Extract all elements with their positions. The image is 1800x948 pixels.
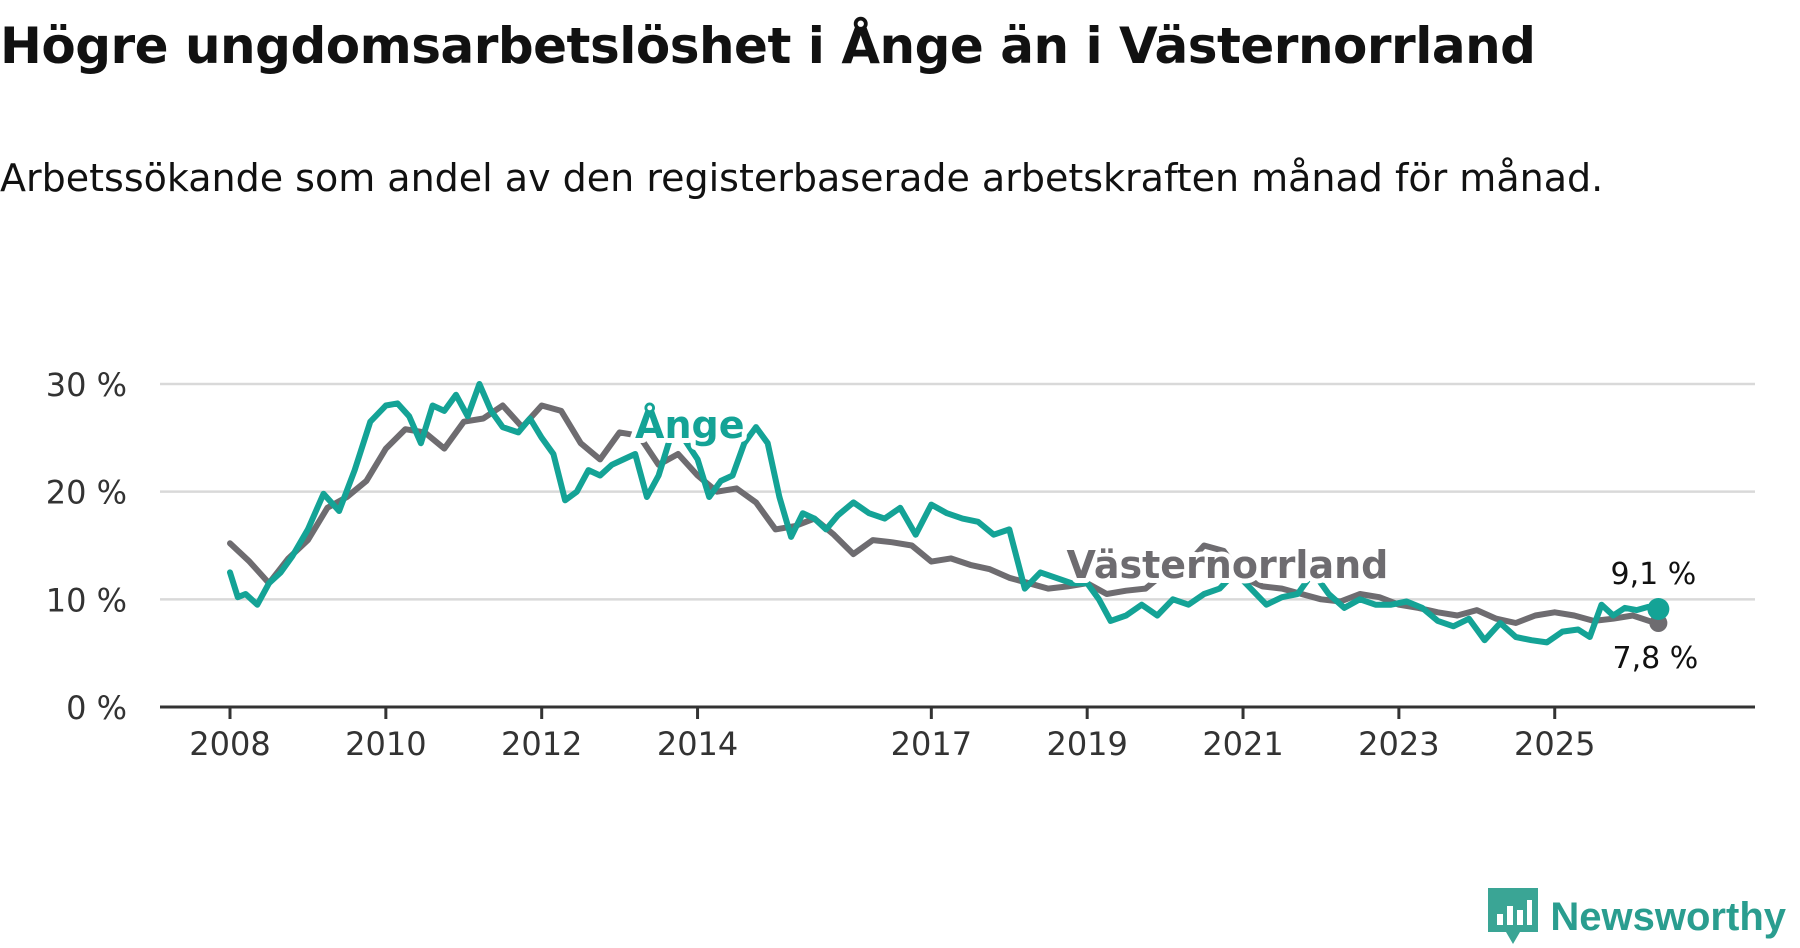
brand-name: Newsworthy [1550,894,1786,939]
y-tick-label: 30 % [46,366,127,404]
series-line-vasternorrland [227,402,1662,626]
x-tick-label: 2008 [189,725,270,763]
x-tick-label: 2012 [501,725,582,763]
ange-series-label: Ånge [635,403,744,447]
chart-title: Högre ungdomsarbetslöshet i Ånge än i Vä… [0,17,1536,75]
y-tick-label: 20 % [46,474,127,512]
newsworthy-brand[interactable]: Newsworthy [1488,888,1786,946]
x-tick-label: 2025 [1514,725,1595,763]
x-tick-label: 2019 [1046,725,1127,763]
x-tick-label: 2021 [1202,725,1283,763]
ange-end-point [1647,598,1670,621]
newsworthy-logo-icon [1488,888,1539,944]
y-tick-label: 10 % [46,581,127,619]
x-tick-label: 2014 [657,725,738,763]
x-tick-label: 2017 [891,725,972,763]
y-tick-label: 0 % [66,689,127,727]
vasternorrland-end-value-label: 7,8 % [1612,641,1698,676]
x-tick-label: 2010 [345,725,426,763]
series-line-ange [227,381,1662,646]
x-tick-label: 2023 [1358,725,1439,763]
vasternorrland-series-label: Västernorrland [1067,543,1389,587]
chart-subtitle: Arbetssökande som andel av den registerb… [0,156,1604,200]
ange-end-value-label: 9,1 % [1610,557,1696,592]
